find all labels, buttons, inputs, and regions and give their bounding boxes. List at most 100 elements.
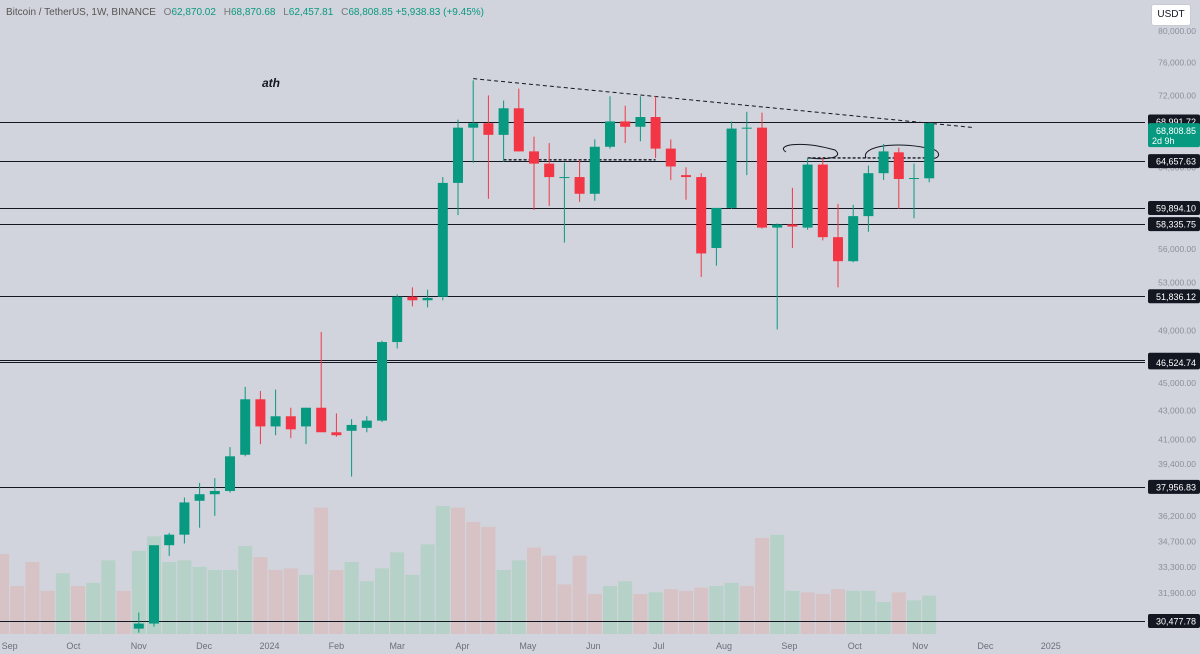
candle — [544, 143, 555, 206]
candle-body — [726, 128, 737, 208]
candle — [422, 289, 433, 308]
volume-bar — [162, 562, 177, 634]
volume-bar — [283, 568, 298, 634]
time-tick-label: Nov — [131, 641, 148, 651]
high-label: H — [223, 7, 231, 18]
countdown-label: 2d 9h — [1152, 136, 1175, 146]
volume-bar — [268, 570, 283, 634]
candle-body — [377, 342, 387, 421]
volume-bar — [40, 590, 55, 634]
volume-layer — [0, 506, 937, 634]
candle-body — [331, 432, 342, 436]
volume-bar — [101, 560, 116, 634]
symbol-name: Bitcoin / TetherUS, 1W, BINANCE — [6, 7, 156, 18]
candle-body — [483, 123, 494, 135]
change-value: +5,938.83 (+9.45%) — [395, 7, 484, 18]
volume-bar — [755, 538, 769, 634]
volume-bar — [420, 544, 435, 634]
level-price-tag — [1148, 200, 1200, 215]
candle — [164, 532, 175, 556]
candle — [802, 157, 813, 230]
candle-body — [544, 163, 555, 178]
candle-body — [817, 164, 828, 238]
candle — [620, 105, 631, 144]
volume-bar — [314, 507, 329, 634]
volume-bar — [709, 586, 724, 634]
high-value: 68,870.68 — [230, 7, 276, 18]
volume-bar — [359, 581, 374, 634]
volume-bar — [405, 574, 420, 634]
level-price-label: 30,477.78 — [1156, 617, 1196, 627]
price-tick-label: 76,000.00 — [1158, 57, 1196, 67]
volume-bar — [679, 590, 693, 634]
volume-bar — [25, 562, 40, 634]
time-tick-label: Sep — [2, 641, 18, 651]
candle — [133, 612, 144, 633]
volume-bar — [633, 594, 648, 634]
candle-body — [240, 399, 251, 455]
level-price-label: 51,836.12 — [1156, 292, 1196, 302]
candle — [741, 111, 752, 176]
time-tick-label: Nov — [912, 641, 929, 651]
candle-body — [802, 164, 813, 228]
time-axis: Sep Oct Nov Dec 2024 Feb Mar Apr May Jun Jul Aug Sep… — [0, 636, 1146, 654]
candle — [893, 147, 904, 209]
time-tick-label: 2024 — [260, 641, 280, 651]
candle-body — [149, 545, 159, 624]
candle — [179, 497, 190, 544]
time-tick-label: Oct — [848, 641, 863, 651]
price-tick-label: 72,000.00 — [1158, 90, 1196, 100]
candle-body — [863, 173, 874, 217]
volume-bar — [86, 582, 101, 634]
symbol-legend: Bitcoin / TetherUS, 1W, BINANCE O62,870.… — [6, 7, 484, 18]
candle-body — [437, 182, 448, 297]
price-tick-label: 53,000.00 — [1158, 278, 1196, 288]
open-label: O — [163, 7, 172, 18]
candle — [924, 122, 935, 183]
candle-body — [559, 177, 570, 179]
candle-body — [711, 207, 722, 248]
price-axis: 80,000.0076,000.0072,000.0068,000.0064,0… — [1146, 0, 1200, 654]
time-axis-bg — [0, 636, 1146, 654]
open-value: 62,870.02 — [171, 7, 216, 18]
volume-bar — [527, 547, 541, 634]
candle — [483, 95, 494, 199]
candle — [453, 119, 463, 216]
candle-body — [422, 297, 433, 301]
candle-body — [301, 407, 311, 427]
candle-body — [741, 127, 752, 129]
volume-bar — [10, 586, 25, 634]
candle-body — [772, 224, 783, 228]
price-tick-label: 36,200.00 — [1158, 511, 1196, 521]
ath-annotation: ath — [262, 76, 280, 90]
volume-bar — [238, 546, 253, 634]
volume-bar — [375, 568, 389, 634]
candle — [149, 545, 159, 627]
candle — [574, 159, 585, 202]
candle — [240, 386, 251, 457]
candle-body — [681, 175, 691, 178]
level-price-tag — [1148, 355, 1200, 370]
level-price-label: 58,335.75 — [1156, 220, 1196, 230]
time-tick-label: Dec — [977, 641, 994, 651]
candle-body — [909, 178, 919, 180]
level-price-tag — [1148, 479, 1200, 494]
currency-button[interactable]: USDT — [1151, 4, 1191, 26]
close-value: 68,808.85 — [348, 7, 393, 18]
candle-body — [270, 416, 281, 427]
candle — [589, 139, 600, 201]
candle-body — [574, 177, 585, 194]
price-tick-label: 80,000.00 — [1158, 26, 1196, 36]
current-price-tag — [1148, 123, 1200, 148]
price-tick-label: 49,000.00 — [1158, 326, 1196, 336]
price-axis-bg — [1146, 0, 1200, 654]
candle — [650, 96, 661, 158]
candle-body — [225, 456, 235, 491]
price-tick-label: 34,700.00 — [1158, 537, 1196, 547]
time-tick-label: Oct — [66, 641, 81, 651]
volume-bar — [891, 592, 906, 634]
candle — [194, 482, 205, 528]
time-tick-label: Jul — [653, 641, 665, 651]
price-tick-label: 43,000.00 — [1158, 406, 1196, 416]
